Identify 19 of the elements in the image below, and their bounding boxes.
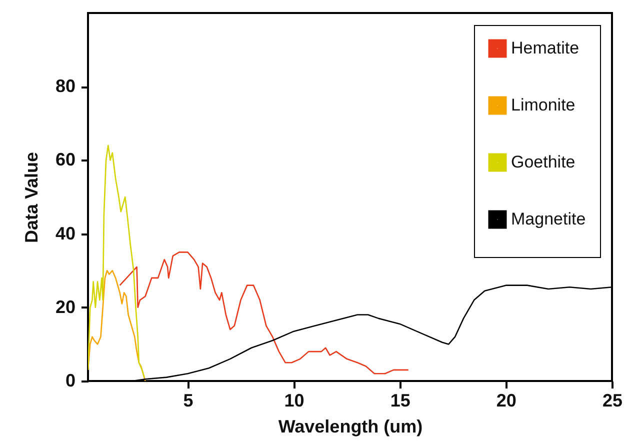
- line-series: [88, 270, 146, 381]
- y-axis-title: Data Value: [21, 152, 42, 244]
- x-axis-title: Wavelength (um): [278, 416, 423, 436]
- x-tick-label: 10: [284, 390, 304, 410]
- legend-label: Hematite: [511, 38, 580, 58]
- y-tick-label: 60: [55, 150, 76, 170]
- legend-label: Magnetite: [511, 210, 586, 228]
- x-tick-label: 15: [390, 390, 410, 410]
- x-tick-label: 5: [183, 390, 194, 410]
- y-tick-label: 20: [55, 296, 76, 317]
- x-tick-label: 25: [602, 390, 623, 410]
- legend-label: Limonite: [511, 96, 576, 114]
- y-tick-label: 80: [55, 76, 76, 96]
- x-tick-label: 20: [496, 390, 516, 410]
- y-tick-label: 0: [65, 370, 76, 390]
- line-series: [88, 144, 145, 378]
- legend-label: Goethite: [511, 152, 576, 172]
- line-series: [119, 252, 409, 374]
- y-tick-label: 40: [55, 223, 76, 244]
